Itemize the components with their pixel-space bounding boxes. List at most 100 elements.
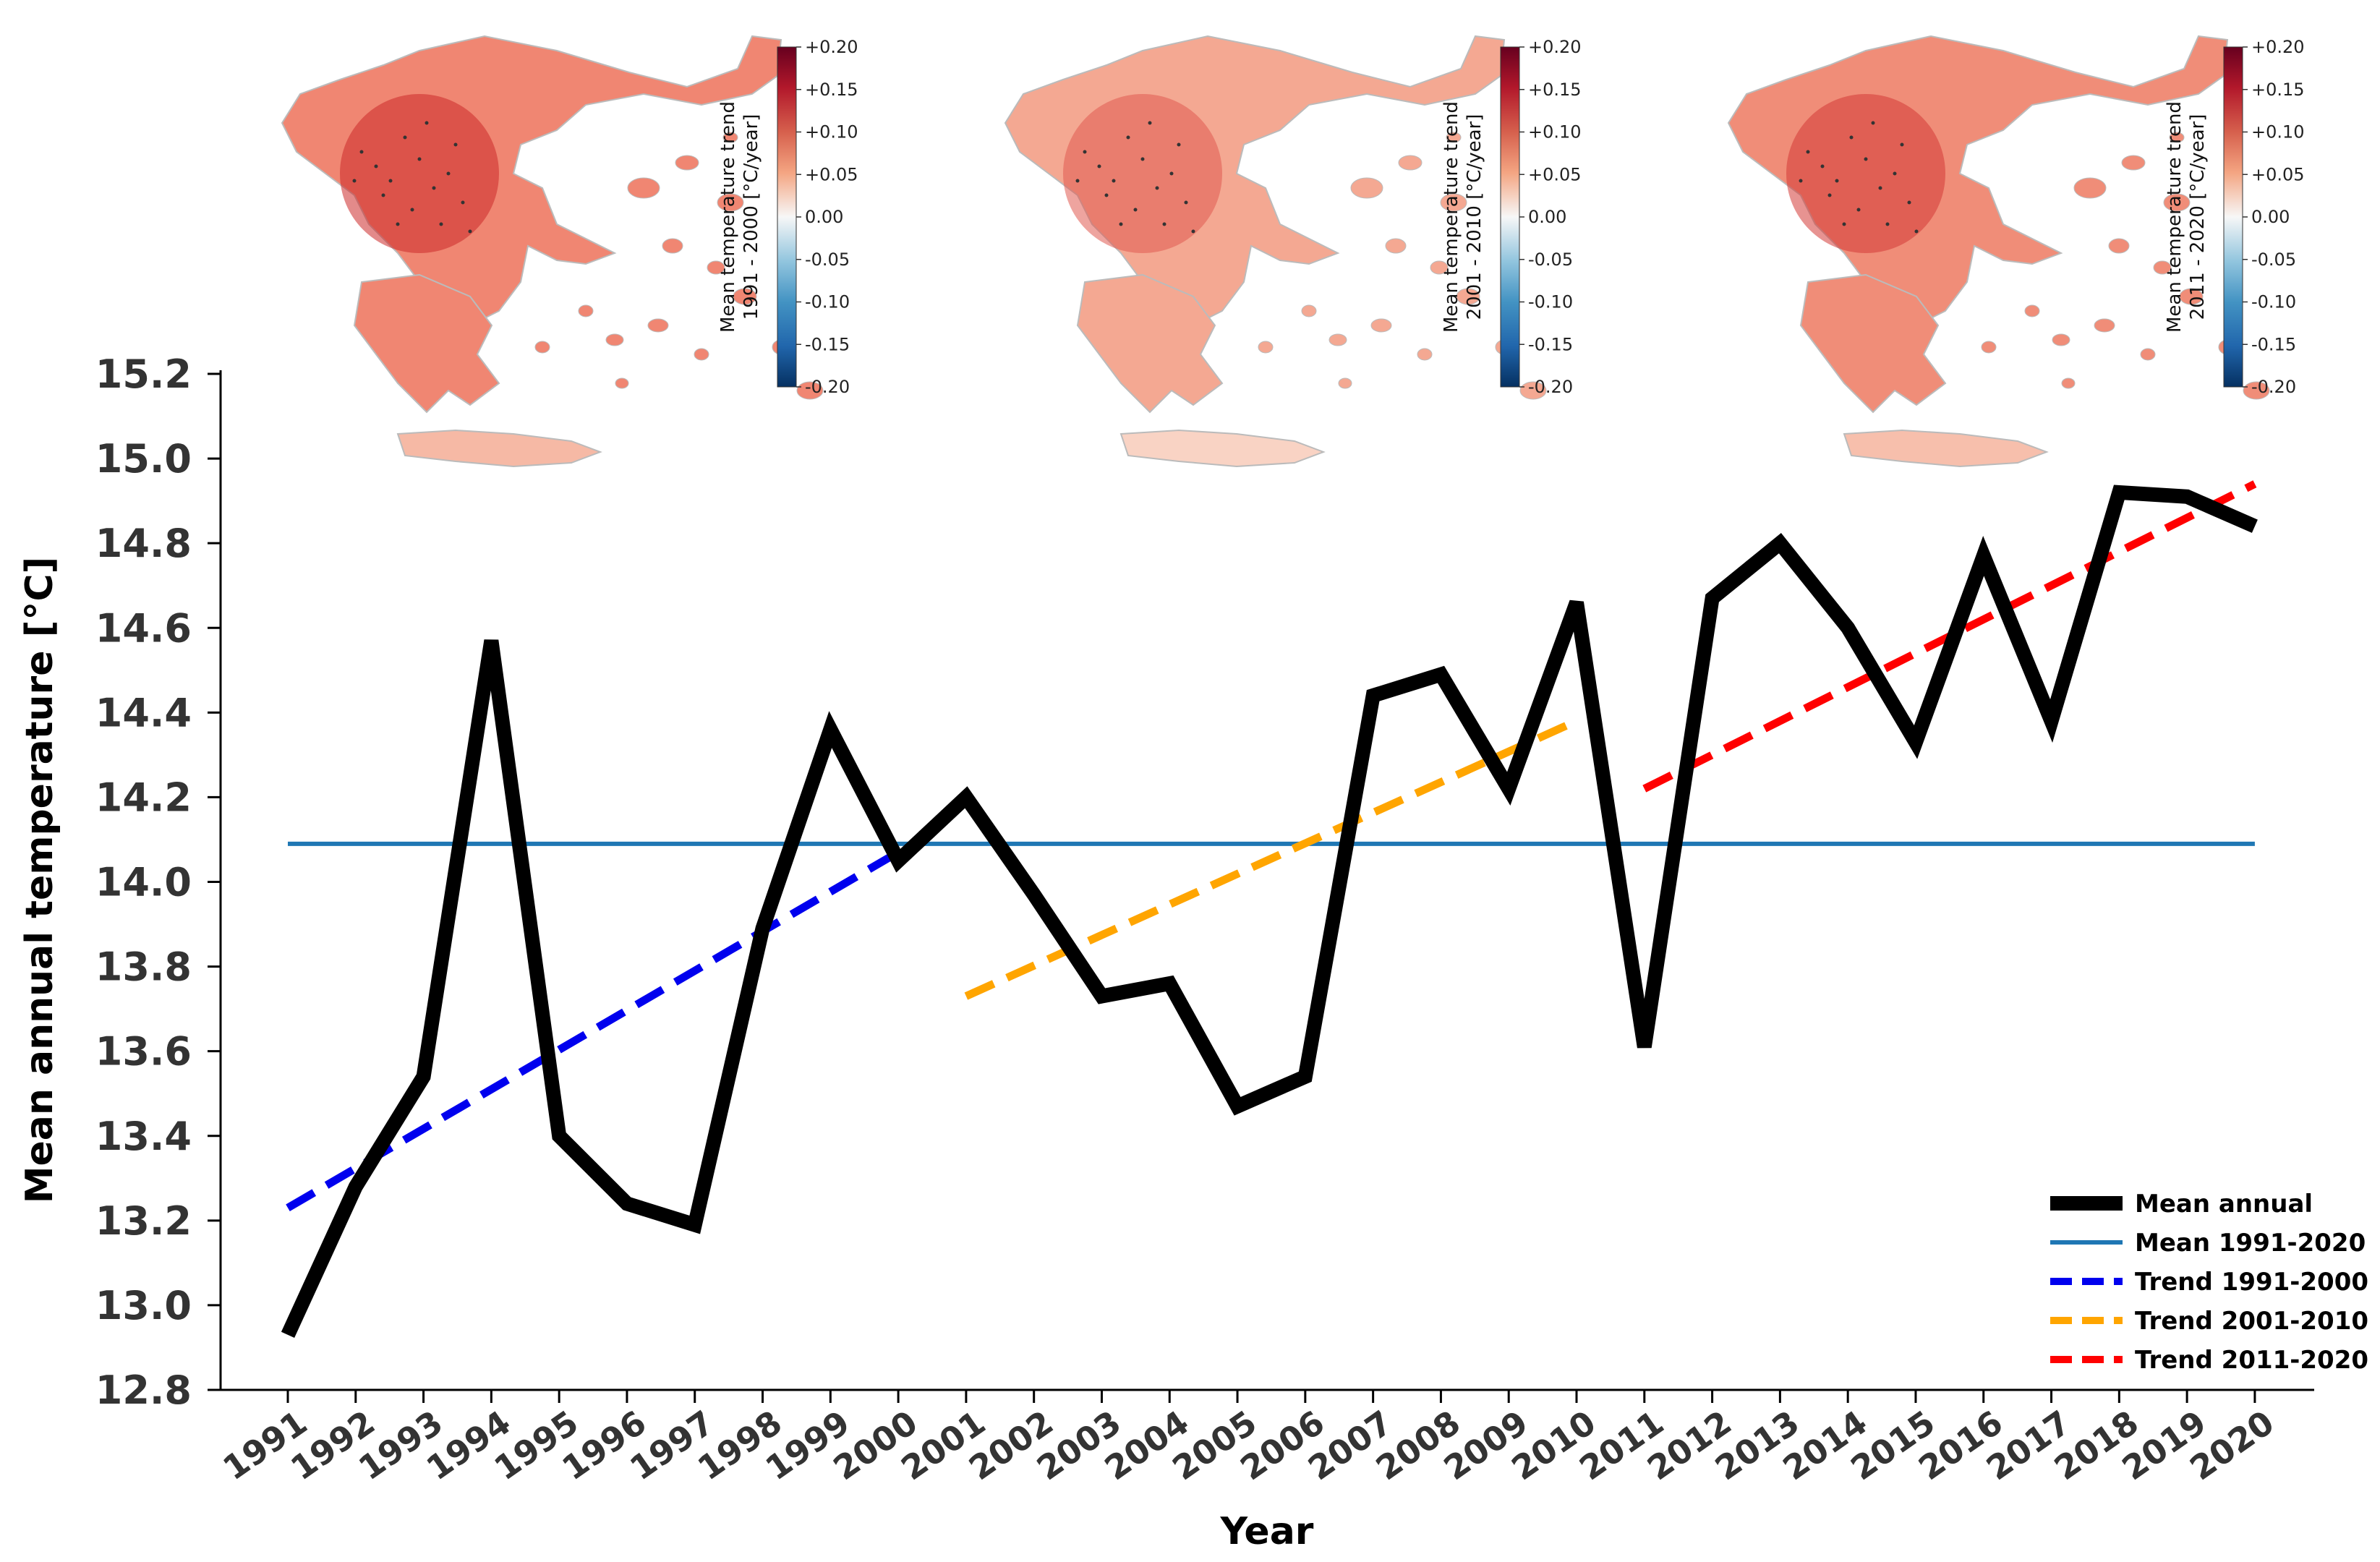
colorbar-gradient <box>1500 46 1520 388</box>
map-significance-dot <box>359 150 364 154</box>
colorbar-title-line1: Mean temperature trend <box>717 101 739 333</box>
colorbar-tick-label: +0.15 <box>805 80 858 100</box>
map-significance-dot <box>381 193 385 197</box>
map-island-shape <box>647 318 669 333</box>
map-island-shape <box>2108 238 2130 254</box>
map-hotspot-shape <box>340 94 499 253</box>
colorbar-tick-label: +0.15 <box>1528 80 1582 100</box>
colorbar-2011-2020: +0.20 +0.15 +0.10 +0.05 0.00 -0.05 -0.10 -0.15 -… <box>2164 37 2305 397</box>
map-significance-dot <box>1112 179 1116 183</box>
map-island-shape <box>2153 260 2172 275</box>
colorbar-title-line2: 1991 - 2000 [°C/year] <box>741 114 762 320</box>
map-island-shape <box>694 348 709 361</box>
map-significance-dot <box>425 121 429 125</box>
map-significance-dot <box>1799 179 1803 183</box>
y-tick-label: 13.2 <box>95 1198 192 1244</box>
map-significance-dot <box>1914 229 1919 234</box>
legend-item-trend-2001-2010: Trend 2001-2010 <box>2050 1307 2368 1336</box>
map-island-shape <box>2140 348 2156 361</box>
map-significance-dot <box>1191 229 1195 234</box>
map-significance-dot <box>1184 200 1188 205</box>
y-tick-label: 13.4 <box>95 1114 192 1159</box>
legend-label-trend-2011-2020: Trend 2011-2020 <box>2135 1346 2368 1375</box>
legend-item-trend-1991-2000: Trend 1991-2000 <box>2050 1268 2368 1297</box>
y-tick-label: 12.8 <box>95 1367 192 1413</box>
map-significance-dot <box>403 135 407 140</box>
colorbar-tick-label: +0.10 <box>2251 122 2305 142</box>
y-tick-label: 15.0 <box>95 436 192 482</box>
y-ticks: 12.8 13.0 13.2 13.4 13.6 13.8 14.0 14.2 14.4 14.6… <box>95 351 221 1413</box>
colorbar-2001-2010: +0.20 +0.15 +0.10 +0.05 0.00 -0.05 -0.10 -0.15 -… <box>1441 37 1582 397</box>
map-island-shape <box>1301 304 1317 317</box>
colorbar-tick-label: -0.20 <box>2251 377 2296 397</box>
colorbar-title-line1: Mean temperature trend <box>1441 101 1462 333</box>
map-significance-dot <box>1864 157 1868 161</box>
map-island-shape <box>707 260 725 275</box>
map-island-shape <box>2052 333 2070 346</box>
colorbar-tick-label: -0.20 <box>1528 377 1573 397</box>
map-significance-dot <box>1162 222 1166 226</box>
map-significance-dot <box>1177 142 1181 147</box>
map-island-shape <box>733 288 757 305</box>
map-significance-dot <box>1169 171 1174 176</box>
colorbar-tick-label: -0.10 <box>1528 292 1573 312</box>
map-island-shape <box>605 333 624 346</box>
map-significance-dot <box>1842 222 1846 226</box>
map-significance-dot <box>1104 193 1109 197</box>
map-significance-dot <box>1083 150 1087 154</box>
map-2011-2020 <box>1727 35 2270 468</box>
map-significance-dot <box>1878 186 1882 190</box>
map-island-shape <box>1350 177 1383 199</box>
map-island-shape <box>2163 193 2191 212</box>
map-island-shape <box>2121 155 2146 171</box>
map-island-shape <box>1398 155 1423 171</box>
colorbar-tick-label: +0.05 <box>2251 164 2305 184</box>
map-significance-dot <box>468 229 472 234</box>
map-island-shape <box>1519 381 1547 400</box>
map-significance-dot <box>388 179 393 183</box>
map-island-shape <box>1456 288 1480 305</box>
map-significance-dot <box>396 222 400 226</box>
map-crete-shape <box>396 429 602 468</box>
colorbar-tick-label: -0.15 <box>2251 334 2296 354</box>
map-peloponnese-shape <box>1799 273 1947 414</box>
colorbar-tick-label: +0.15 <box>2251 80 2305 100</box>
map-island-shape <box>2169 132 2185 143</box>
colorbar-tick-label: +0.20 <box>1528 37 1582 57</box>
map-peloponnese-shape <box>353 273 500 414</box>
map-island-shape <box>722 132 738 143</box>
map-island-shape <box>675 155 699 171</box>
colorbar-tick-label: +0.10 <box>1528 122 1582 142</box>
map-significance-dot <box>374 164 378 168</box>
map-significance-dot <box>417 157 422 161</box>
colorbar-tick-label: -0.10 <box>805 292 850 312</box>
map-island-shape <box>1981 341 1997 354</box>
y-tick-label: 13.0 <box>95 1283 192 1328</box>
map-island-shape <box>2024 304 2040 317</box>
y-tick-label: 13.6 <box>95 1029 192 1075</box>
map-island-shape <box>2179 288 2204 305</box>
colorbar-tick-label: +0.20 <box>2251 37 2305 57</box>
x-axis-title: Year <box>1220 1510 1314 1553</box>
map-significance-dot <box>461 200 465 205</box>
map-1991-2000 <box>281 35 824 468</box>
map-significance-dot <box>432 186 436 190</box>
map-island-shape <box>627 177 660 199</box>
map-significance-dot <box>1827 193 1832 197</box>
map-significance-dot <box>453 142 458 147</box>
colorbar-tick-label: -0.20 <box>805 377 850 397</box>
x-ticks: 1991199219931994199519961997199819992000… <box>216 1390 2281 1488</box>
map-significance-dot <box>1119 222 1123 226</box>
colorbar-title-line2: 2011 - 2020 [°C/year] <box>2187 114 2209 320</box>
y-tick-label: 14.6 <box>95 605 192 651</box>
map-island-shape <box>2094 318 2115 333</box>
map-significance-dot <box>1835 179 1839 183</box>
colorbar-tick-label: -0.05 <box>1528 249 1573 270</box>
y-tick-label: 14.0 <box>95 860 192 905</box>
colorbar-title-line1: Mean temperature trend <box>2164 101 2185 333</box>
colorbar-tick-label: 0.00 <box>805 207 843 227</box>
series-mean-annual <box>281 485 2258 1339</box>
map-significance-dot <box>1871 121 1875 125</box>
map-island-shape <box>1338 377 1352 389</box>
